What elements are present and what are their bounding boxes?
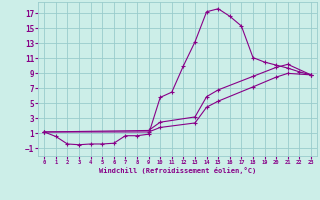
X-axis label: Windchill (Refroidissement éolien,°C): Windchill (Refroidissement éolien,°C) <box>99 167 256 174</box>
